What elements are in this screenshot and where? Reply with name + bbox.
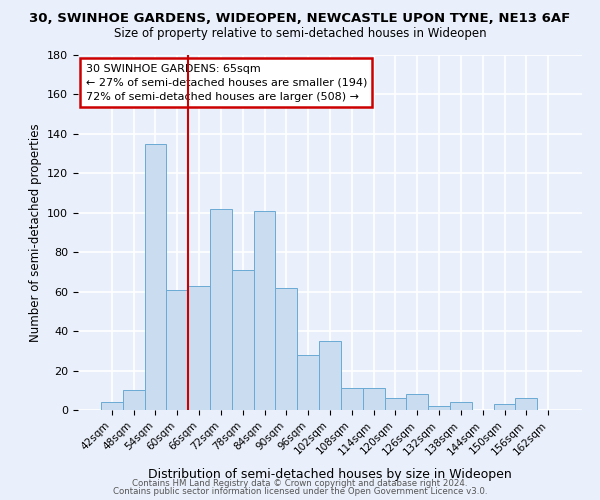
Bar — [363, 388, 385, 410]
Text: 30, SWINHOE GARDENS, WIDEOPEN, NEWCASTLE UPON TYNE, NE13 6AF: 30, SWINHOE GARDENS, WIDEOPEN, NEWCASTLE… — [29, 12, 571, 26]
Bar — [166, 290, 188, 410]
Bar — [450, 402, 472, 410]
Bar — [297, 355, 319, 410]
Text: Contains public sector information licensed under the Open Government Licence v3: Contains public sector information licen… — [113, 487, 487, 496]
Bar — [275, 288, 297, 410]
Bar — [123, 390, 145, 410]
X-axis label: Distribution of semi-detached houses by size in Wideopen: Distribution of semi-detached houses by … — [148, 468, 512, 480]
Bar — [385, 398, 406, 410]
Bar — [254, 211, 275, 410]
Bar — [341, 388, 363, 410]
Bar — [101, 402, 123, 410]
Bar — [428, 406, 450, 410]
Text: Contains HM Land Registry data © Crown copyright and database right 2024.: Contains HM Land Registry data © Crown c… — [132, 478, 468, 488]
Y-axis label: Number of semi-detached properties: Number of semi-detached properties — [29, 123, 41, 342]
Bar — [494, 404, 515, 410]
Text: Size of property relative to semi-detached houses in Wideopen: Size of property relative to semi-detach… — [113, 28, 487, 40]
Bar — [515, 398, 537, 410]
Bar — [210, 209, 232, 410]
Bar — [145, 144, 166, 410]
Text: 30 SWINHOE GARDENS: 65sqm
← 27% of semi-detached houses are smaller (194)
72% of: 30 SWINHOE GARDENS: 65sqm ← 27% of semi-… — [86, 64, 367, 102]
Bar — [406, 394, 428, 410]
Bar — [232, 270, 254, 410]
Bar — [319, 341, 341, 410]
Bar — [188, 286, 210, 410]
